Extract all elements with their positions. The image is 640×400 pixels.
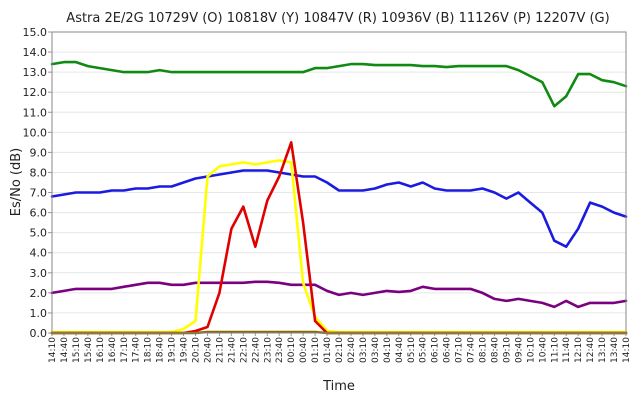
grid-lines xyxy=(48,31,627,336)
x-tick-label: 06:10 xyxy=(431,337,441,363)
x-tick-label: 15:10 xyxy=(72,337,82,363)
y-tick-label: 7.0 xyxy=(30,187,48,200)
x-tick-label: 17:40 xyxy=(132,337,142,363)
series-line-10847v-r xyxy=(50,141,628,335)
x-tick-label: 21:10 xyxy=(215,337,225,363)
x-tick-label: 17:10 xyxy=(120,337,130,363)
x-tick-label: 07:40 xyxy=(467,337,477,363)
x-tick-label: 11:10 xyxy=(550,337,560,363)
x-tick-label: 05:40 xyxy=(419,337,429,363)
y-tick-label: 15.0 xyxy=(23,26,48,39)
x-tick-label: 04:40 xyxy=(395,337,405,363)
x-tick-label: 12:40 xyxy=(586,337,596,363)
x-tick-label: 21:40 xyxy=(227,337,237,363)
x-tick-label: 14:40 xyxy=(60,337,70,363)
x-tick-label: 03:40 xyxy=(371,337,381,363)
x-tick-labels: 14:10 14:40 15:10 15:40 16:10 16:40 17:10 17:40… xyxy=(48,337,632,363)
x-tick-label: 08:40 xyxy=(490,337,500,363)
x-tick-label: 16:40 xyxy=(108,337,118,363)
x-tick-label: 22:40 xyxy=(251,337,261,363)
x-tick-label: 02:40 xyxy=(347,337,357,363)
x-tick-label: 08:10 xyxy=(479,337,489,363)
x-tick-label: 23:10 xyxy=(263,337,273,363)
x-tick-label: 20:40 xyxy=(203,337,213,363)
x-tick-label: 09:40 xyxy=(514,337,524,363)
x-tick-label: 13:40 xyxy=(610,337,620,363)
x-tick-label: 00:10 xyxy=(287,337,297,363)
y-axis-label: Es/No (dB) xyxy=(9,148,24,217)
x-tick-label: 03:10 xyxy=(359,337,369,363)
y-tick-label: 0.0 xyxy=(30,327,48,340)
y-tick-label: 14.0 xyxy=(23,46,48,59)
x-tick-label: 14:10 xyxy=(48,337,58,363)
plot-frame xyxy=(51,31,627,334)
x-tick-label: 12:10 xyxy=(574,337,584,363)
x-tick-label: 00:40 xyxy=(299,337,309,363)
x-tick-label: 10:10 xyxy=(526,337,536,363)
x-tick-label: 09:10 xyxy=(502,337,512,363)
y-tick-label: 13.0 xyxy=(23,66,48,79)
y-tick-label: 1.0 xyxy=(30,307,48,320)
x-tick-label: 19:10 xyxy=(168,337,178,363)
x-tick-label: 19:40 xyxy=(180,337,190,363)
x-tick-label: 22:10 xyxy=(239,337,249,363)
x-tick-label: 07:10 xyxy=(455,337,465,363)
x-tick-label: 02:10 xyxy=(335,337,345,363)
x-tick-label: 04:10 xyxy=(383,337,393,363)
x-tick-label: 10:40 xyxy=(538,337,548,363)
y-tick-labels: 0.0 1.0 2.0 3.0 4.0 5.0 6.0 7.0 8.0 9.0 10.0 11.0 12… xyxy=(23,26,48,340)
x-tick-label: 20:10 xyxy=(192,337,202,363)
series-line-10818v-y xyxy=(50,159,628,334)
series-line-11126v-p xyxy=(50,280,628,309)
y-tick-label: 4.0 xyxy=(30,247,48,260)
chart-title: Astra 2E/2G 10729V (O) 10818V (Y) 10847V… xyxy=(66,11,609,26)
series-lines xyxy=(50,60,628,335)
y-tick-label: 6.0 xyxy=(30,207,48,220)
y-tick-label: 8.0 xyxy=(30,166,48,179)
x-tick-label: 18:40 xyxy=(156,337,166,363)
y-tick-label: 12.0 xyxy=(23,86,48,99)
x-tick-label: 01:40 xyxy=(323,337,333,363)
x-tick-label: 11:40 xyxy=(562,337,572,363)
y-tick-label: 11.0 xyxy=(23,106,48,119)
x-tick-label: 13:10 xyxy=(598,337,608,363)
x-tick-label: 14:10 xyxy=(622,337,632,363)
x-tick-label: 18:10 xyxy=(144,337,154,363)
y-tick-label: 2.0 xyxy=(30,287,48,300)
x-tick-label: 01:10 xyxy=(311,337,321,363)
x-tick-label: 23:40 xyxy=(275,337,285,363)
y-tick-label: 9.0 xyxy=(30,146,48,159)
y-tick-label: 3.0 xyxy=(30,267,48,280)
x-tick-label: 05:10 xyxy=(407,337,417,363)
series-line-10936v-b xyxy=(50,169,628,248)
x-tick-label: 15:40 xyxy=(84,337,94,363)
x-axis-label: Time xyxy=(322,379,355,394)
series-line-12207v-g xyxy=(50,60,628,108)
y-tick-label: 10.0 xyxy=(23,126,48,139)
x-tick-label: 06:40 xyxy=(443,337,453,363)
x-tick-label: 16:10 xyxy=(96,337,106,363)
y-tick-label: 5.0 xyxy=(30,227,48,240)
